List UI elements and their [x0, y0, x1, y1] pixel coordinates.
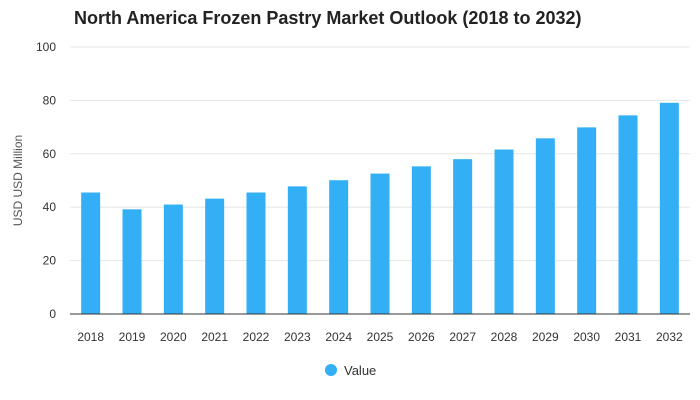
bar-2031[interactable]	[618, 115, 638, 315]
legend[interactable]: Value	[325, 363, 376, 378]
x-tick-label: 2031	[615, 330, 642, 344]
y-tick-label: 20	[43, 254, 57, 268]
x-axis-ticks: 2018 2019 2020 2021 2022 2023 2024 2025 2026 2027…	[77, 330, 683, 344]
bar-2030[interactable]	[577, 127, 597, 314]
x-tick-label: 2025	[367, 330, 394, 344]
bar-2027[interactable]	[453, 159, 473, 314]
bar-2028[interactable]	[494, 149, 514, 314]
x-tick-label: 2029	[532, 330, 559, 344]
x-tick-label: 2032	[656, 330, 683, 344]
bar-2026[interactable]	[411, 166, 431, 314]
x-tick-label: 2030	[573, 330, 600, 344]
y-axis-label: USD USD Million	[11, 135, 25, 226]
bar-2021[interactable]	[205, 198, 225, 314]
y-tick-label: 80	[43, 93, 57, 107]
bar-2020[interactable]	[163, 204, 183, 314]
chart-title: North America Frozen Pastry Market Outlo…	[74, 8, 582, 28]
y-tick-label: 60	[43, 147, 57, 161]
y-axis-ticks: 0 20 40 60 80 100	[36, 40, 56, 321]
x-tick-label: 2022	[243, 330, 270, 344]
x-tick-label: 2028	[491, 330, 518, 344]
x-tick-label: 2027	[449, 330, 476, 344]
x-tick-label: 2026	[408, 330, 435, 344]
x-tick-label: 2021	[201, 330, 228, 344]
bar-2022[interactable]	[246, 192, 266, 314]
x-tick-label: 2023	[284, 330, 311, 344]
bar-2024[interactable]	[329, 180, 349, 314]
y-tick-label: 100	[36, 40, 56, 54]
bar-2029[interactable]	[535, 138, 555, 314]
y-tick-label: 0	[49, 307, 56, 321]
legend-marker	[325, 364, 337, 376]
bar-2019[interactable]	[122, 209, 142, 314]
x-tick-label: 2024	[325, 330, 352, 344]
legend-label: Value	[344, 363, 376, 378]
bars	[81, 102, 679, 315]
x-tick-label: 2020	[160, 330, 187, 344]
x-tick-label: 2019	[119, 330, 146, 344]
x-tick-label: 2018	[77, 330, 104, 344]
bar-2025[interactable]	[370, 173, 390, 314]
bar-2018[interactable]	[81, 192, 101, 314]
bar-2032[interactable]	[659, 102, 679, 314]
y-tick-label: 40	[43, 200, 57, 214]
bar-2023[interactable]	[287, 186, 307, 314]
